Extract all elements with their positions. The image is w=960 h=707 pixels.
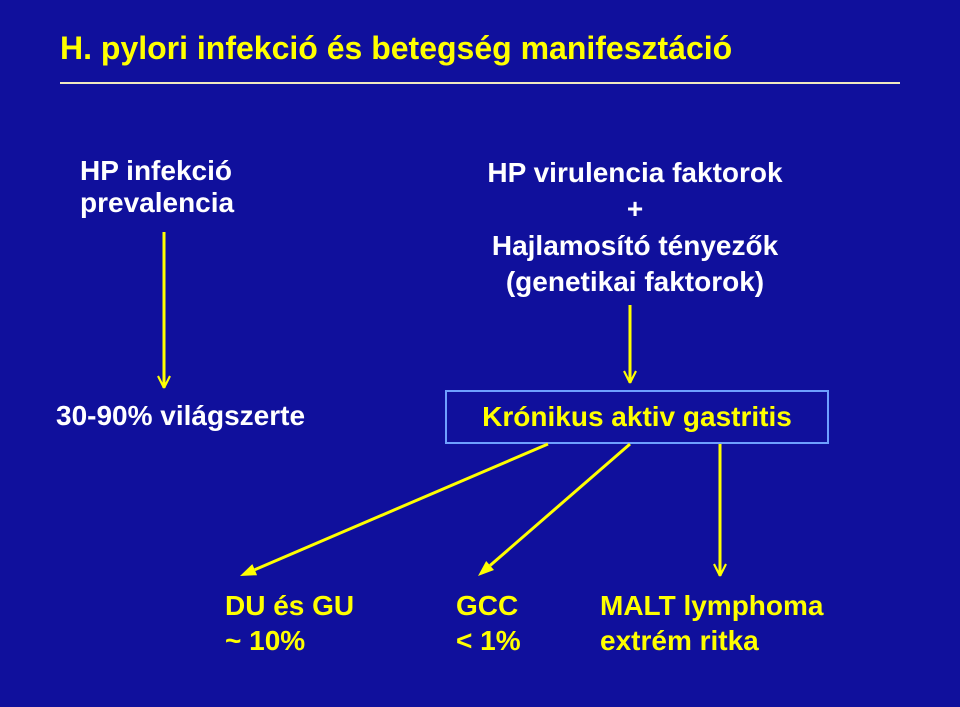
hp-virulencia-down <box>624 305 636 383</box>
kronikus-to-malt <box>714 444 726 576</box>
slide: H. pylori infekció és betegség manifeszt… <box>0 0 960 707</box>
hp-infekcio-down <box>158 232 170 388</box>
arrows-layer <box>0 0 960 707</box>
